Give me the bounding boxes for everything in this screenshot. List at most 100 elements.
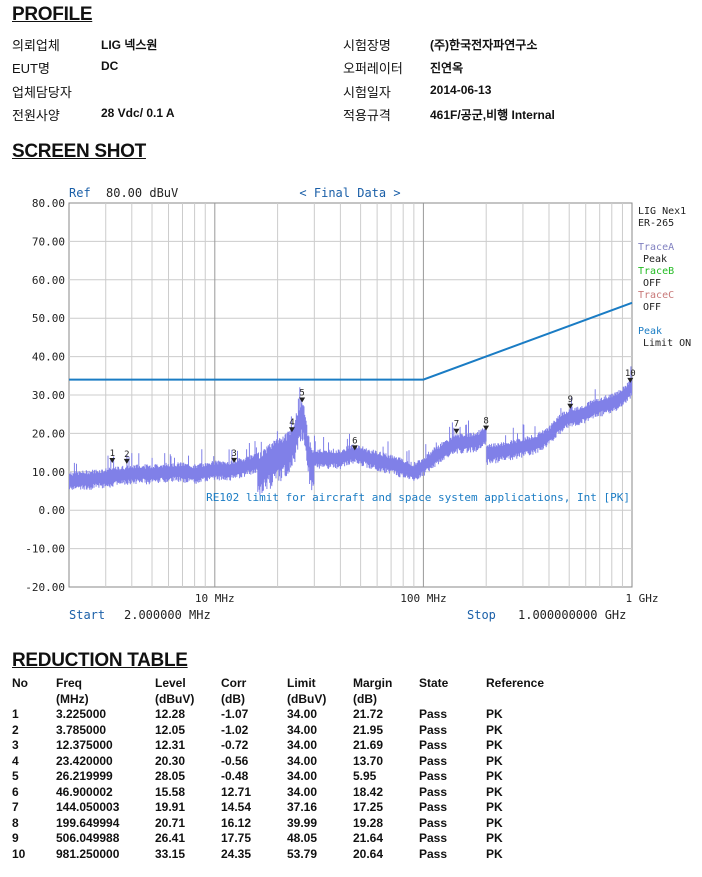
x-tick-labels: 10 MHz 100 MHz 1 GHz: [195, 592, 659, 605]
marker-label: 1: [110, 449, 115, 459]
table-cell: Pass: [419, 815, 448, 830]
table-cell: 33.15: [155, 846, 186, 861]
table-cell: 24.35: [221, 846, 252, 861]
table-cell: 21.72: [353, 707, 384, 721]
table-cell: 23.420000: [56, 753, 113, 768]
profile-right-value-3: 461F/공군,비행 Internal: [430, 108, 555, 122]
marker-label: 5: [299, 388, 304, 398]
table-cell: 13.70: [353, 753, 384, 768]
table-cell: PK: [486, 800, 503, 814]
table-cell: Pass: [419, 784, 448, 799]
table-cell: 20.30: [155, 753, 186, 768]
y-tick-label: 30.00: [32, 389, 65, 402]
profile-right-value-0: (주)한국전자파연구소: [430, 38, 538, 52]
table-header-unit-1: (MHz): [56, 691, 89, 706]
stop-value: 1.000000000 GHz: [518, 608, 626, 622]
table-cell: 9: [12, 831, 19, 845]
spectrum-chart: Ref 80.00 dBuV < Final Data > 80.0070.00…: [25, 186, 691, 622]
side-traceB: TraceB: [638, 266, 674, 277]
x-tick-label: 10 MHz: [195, 592, 235, 605]
table-cell: 48.05: [287, 831, 318, 845]
table-cell: 34.00: [287, 769, 318, 783]
table-cell: 506.049988: [56, 831, 120, 845]
y-tick-labels: 80.00 70.00 60.00 50.00 40.00 30.00 20.00 10.00…: [25, 197, 65, 594]
table-cell: Pass: [419, 800, 448, 814]
table-cell: PK: [486, 722, 503, 737]
table-row: 1 3.225000 12.28 -1.07 34.00 21.72 Pass PK: [12, 707, 556, 723]
table-cell: Pass: [419, 769, 448, 783]
marker-4: [288, 427, 295, 433]
table-cell: PK: [486, 769, 503, 783]
table-header-1: Freq: [56, 676, 83, 690]
table-cell: 8: [12, 815, 19, 830]
y-tick-label: 60.00: [32, 274, 65, 287]
table-cell: 981.250000: [56, 846, 120, 861]
marker-5: [299, 397, 306, 403]
table-cell: 5.95: [353, 769, 377, 783]
table-cell: -0.56: [221, 753, 249, 768]
marker-label: 2: [124, 450, 129, 460]
marker-label: 9: [568, 395, 573, 405]
side-traceC: TraceC: [638, 290, 674, 301]
marker-8: [483, 425, 490, 431]
side-device2: ER-265: [638, 218, 674, 229]
table-row: 6 46.900002 15.58 12.71 34.00 18.42 Pass PK: [12, 785, 556, 801]
profile-left-value-0: LIG 넥스원: [101, 38, 158, 52]
profile-left-key-3: 전원사양: [12, 108, 60, 123]
table-cell: 12.375000: [56, 738, 113, 752]
table-cell: 18.42: [353, 784, 384, 799]
table-cell: 46.900002: [56, 784, 113, 799]
y-tick-label: 40.00: [32, 351, 65, 364]
profile-left-key-0: 의뢰업체: [12, 38, 60, 53]
table-cell: -0.48: [221, 769, 249, 783]
table-header-2: Level: [155, 676, 186, 690]
profile-right-key-0: 시험장명: [343, 38, 391, 53]
table-cell: 26.41: [155, 831, 186, 845]
table-cell: 34.00: [287, 722, 318, 737]
table-cell: 3: [12, 738, 19, 752]
reduction-title: REDUCTION TABLE: [12, 650, 188, 671]
ref-label: Ref: [69, 186, 91, 200]
side-limit: Limit ON: [643, 338, 691, 349]
table-header-4: Limit: [287, 676, 316, 690]
marker-9: [567, 403, 574, 409]
table-cell: 21.95: [353, 722, 384, 737]
table-header-6: State: [419, 676, 449, 690]
table-cell: PK: [486, 815, 503, 830]
table-cell: Pass: [419, 722, 448, 737]
table-header-0: No: [12, 676, 28, 690]
table-cell: 20.71: [155, 815, 186, 830]
chart-grid: [68, 202, 633, 588]
marker-10: [627, 377, 634, 383]
table-cell: 28.05: [155, 769, 186, 783]
table-row: 8 199.649994 20.71 16.12 39.99 19.28 Pass PK: [12, 816, 556, 832]
table-cell: 19.28: [353, 815, 384, 830]
table-cell: 34.00: [287, 707, 318, 721]
table-cell: 34.00: [287, 753, 318, 768]
table-row: 7 144.050003 19.91 14.54 37.16 17.25 Pass PK: [12, 800, 556, 816]
table-cell: 26.219999: [56, 769, 113, 783]
table-header-unit-3: (dB): [221, 691, 245, 706]
table-cell: -0.72: [221, 738, 249, 752]
marker-1: [109, 458, 116, 464]
table-cell: 34.00: [287, 784, 318, 799]
table-cell: 12.05: [155, 722, 186, 737]
table-cell: 34.00: [287, 738, 318, 752]
table-cell: Pass: [419, 831, 448, 845]
table-cell: -1.02: [221, 722, 249, 737]
table-header-unit-2: (dBuV): [155, 691, 195, 706]
table-row: 10 981.250000 33.15 24.35 53.79 20.64 Pass PK: [12, 847, 556, 863]
side-traceC-mode: OFF: [643, 302, 661, 313]
x-tick-label: 100 MHz: [400, 592, 446, 605]
table-cell: 17.75: [221, 831, 252, 845]
start-label: Start: [69, 608, 105, 622]
table-cell: 39.99: [287, 815, 318, 830]
side-traceB-mode: OFF: [643, 278, 661, 289]
y-tick-label: 10.00: [32, 466, 65, 479]
table-cell: PK: [486, 753, 503, 768]
marker-6: [351, 445, 358, 451]
profile-right-key-1: 오퍼레이터: [343, 61, 403, 76]
table-cell: Pass: [419, 846, 448, 861]
table-cell: 53.79: [287, 846, 318, 861]
marker-7: [453, 428, 460, 434]
